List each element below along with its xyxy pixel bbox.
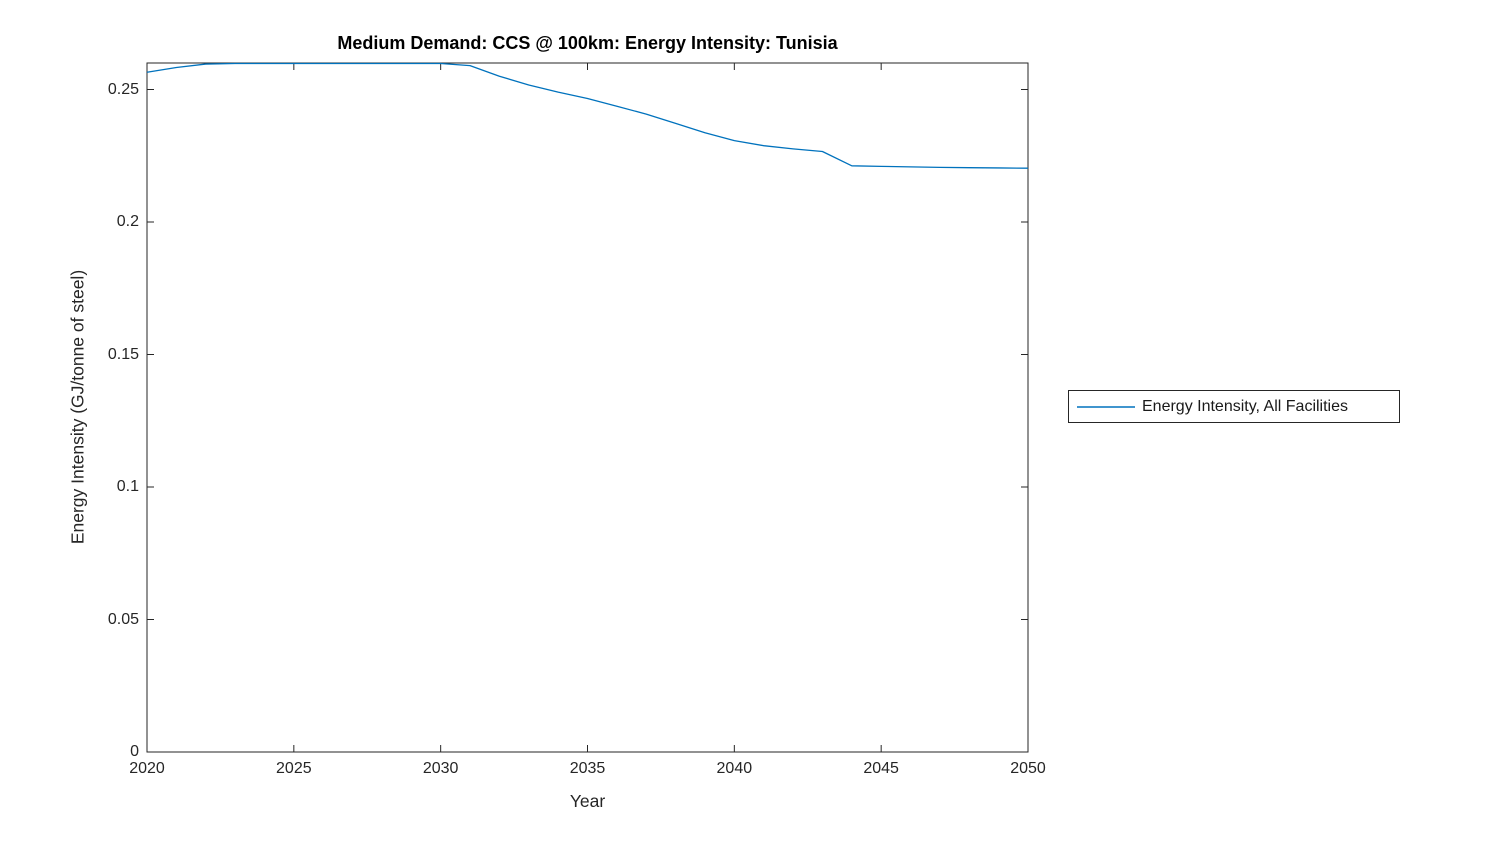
series-line (146, 62, 1029, 169)
x-tick-label: 2020 (129, 760, 165, 777)
x-tick-label: 2045 (863, 760, 899, 777)
x-tick-label: 2030 (422, 760, 459, 777)
y-axis-label: Energy Intensity (GJ/tonne of steel) (67, 269, 88, 545)
chart-title: Medium Demand: CCS @ 100km: Energy Inten… (337, 33, 838, 53)
y-tick-label: 0.2 (116, 213, 139, 230)
y-tick-label: 0.25 (107, 80, 139, 98)
x-tick-label: 2025 (276, 760, 312, 777)
x-axis-label: Year (569, 791, 606, 811)
y-tick-label: 0 (130, 743, 139, 760)
y-tick-label: 0.15 (107, 345, 139, 363)
x-tick-label: 2035 (569, 760, 606, 777)
y-tick-label: 0.05 (107, 610, 139, 628)
x-tick-label: 2040 (716, 760, 753, 777)
y-tick-label: 0.1 (116, 478, 139, 495)
legend: Energy Intensity, All Facilities (1068, 390, 1400, 423)
legend-line-sample-icon (1077, 405, 1135, 408)
legend-label: Energy Intensity, All Facilities (1142, 397, 1349, 415)
x-tick-label: 2050 (1010, 760, 1046, 777)
